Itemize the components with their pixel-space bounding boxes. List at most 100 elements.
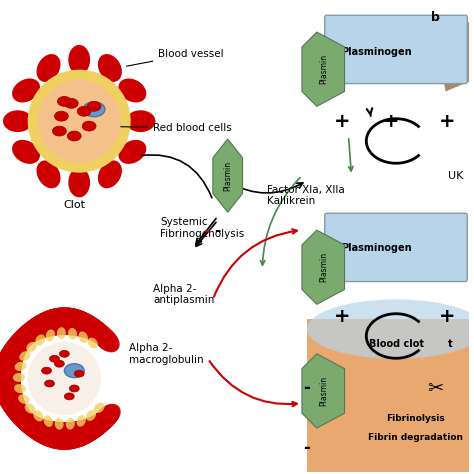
Ellipse shape — [46, 308, 67, 336]
Ellipse shape — [56, 307, 76, 335]
Ellipse shape — [82, 415, 104, 441]
Ellipse shape — [55, 418, 64, 430]
Ellipse shape — [0, 351, 23, 372]
Ellipse shape — [19, 351, 30, 361]
Ellipse shape — [68, 168, 90, 197]
Ellipse shape — [82, 121, 96, 131]
Ellipse shape — [44, 309, 64, 336]
Ellipse shape — [96, 404, 121, 427]
Ellipse shape — [70, 420, 91, 447]
Ellipse shape — [0, 389, 25, 410]
Ellipse shape — [50, 422, 69, 450]
Ellipse shape — [10, 406, 35, 429]
Polygon shape — [302, 354, 345, 428]
FancyArrowPatch shape — [348, 139, 353, 171]
Ellipse shape — [17, 411, 40, 436]
Ellipse shape — [18, 320, 41, 346]
Ellipse shape — [0, 392, 26, 413]
FancyArrowPatch shape — [210, 361, 297, 406]
Ellipse shape — [57, 327, 66, 339]
Ellipse shape — [0, 394, 27, 416]
Ellipse shape — [3, 110, 33, 132]
Ellipse shape — [10, 328, 35, 351]
Ellipse shape — [36, 160, 61, 188]
Ellipse shape — [0, 349, 24, 370]
Ellipse shape — [80, 416, 102, 443]
FancyArrowPatch shape — [260, 178, 300, 265]
Ellipse shape — [88, 320, 111, 346]
Ellipse shape — [25, 316, 46, 342]
Ellipse shape — [35, 334, 45, 346]
Ellipse shape — [31, 418, 52, 445]
Ellipse shape — [0, 372, 21, 392]
Ellipse shape — [64, 308, 83, 336]
Ellipse shape — [55, 422, 75, 450]
Ellipse shape — [69, 310, 89, 337]
Ellipse shape — [94, 328, 118, 351]
Ellipse shape — [12, 79, 40, 102]
Ellipse shape — [0, 358, 22, 378]
Ellipse shape — [79, 417, 100, 443]
Ellipse shape — [2, 396, 27, 419]
Ellipse shape — [25, 403, 36, 414]
Ellipse shape — [28, 417, 50, 443]
Ellipse shape — [26, 342, 37, 352]
Ellipse shape — [82, 316, 104, 342]
Text: +: + — [439, 112, 456, 131]
Ellipse shape — [11, 327, 36, 350]
Ellipse shape — [81, 416, 103, 442]
Ellipse shape — [26, 416, 48, 442]
Ellipse shape — [89, 321, 112, 346]
Ellipse shape — [0, 379, 22, 399]
Ellipse shape — [92, 408, 117, 432]
Polygon shape — [213, 139, 243, 212]
Ellipse shape — [53, 307, 72, 335]
Text: Fibrinolysis: Fibrinolysis — [386, 414, 445, 423]
Ellipse shape — [78, 418, 99, 444]
Ellipse shape — [23, 317, 46, 343]
Ellipse shape — [48, 422, 68, 449]
Ellipse shape — [13, 324, 37, 349]
Ellipse shape — [15, 410, 38, 434]
Ellipse shape — [94, 406, 118, 429]
Ellipse shape — [78, 313, 99, 340]
Ellipse shape — [44, 421, 64, 449]
Ellipse shape — [68, 45, 90, 74]
Ellipse shape — [75, 312, 96, 338]
Ellipse shape — [86, 410, 96, 421]
Ellipse shape — [0, 343, 26, 364]
Text: -: - — [203, 223, 209, 237]
Ellipse shape — [74, 370, 84, 377]
Ellipse shape — [33, 410, 43, 421]
Text: Red blood cells: Red blood cells — [92, 123, 232, 133]
Ellipse shape — [83, 415, 106, 440]
Ellipse shape — [53, 126, 66, 136]
Text: Fibrin degradation: Fibrin degradation — [368, 433, 463, 442]
Ellipse shape — [95, 329, 120, 352]
Ellipse shape — [88, 337, 98, 348]
Ellipse shape — [0, 393, 26, 415]
Ellipse shape — [65, 421, 85, 449]
Text: Blood clot: Blood clot — [368, 339, 423, 349]
Ellipse shape — [51, 422, 71, 450]
Ellipse shape — [118, 140, 146, 164]
Ellipse shape — [19, 319, 42, 345]
Text: +: + — [383, 112, 399, 131]
Text: -: - — [303, 380, 310, 398]
Circle shape — [37, 80, 121, 163]
Ellipse shape — [92, 326, 117, 350]
Circle shape — [27, 70, 131, 173]
Polygon shape — [307, 319, 469, 472]
Ellipse shape — [45, 380, 55, 387]
Ellipse shape — [50, 308, 69, 335]
Ellipse shape — [87, 412, 109, 438]
Ellipse shape — [8, 404, 33, 427]
Ellipse shape — [0, 375, 21, 395]
Ellipse shape — [4, 335, 30, 357]
Ellipse shape — [16, 322, 39, 347]
Ellipse shape — [55, 360, 64, 367]
Ellipse shape — [0, 359, 21, 380]
Ellipse shape — [0, 383, 22, 403]
Ellipse shape — [0, 374, 21, 393]
Ellipse shape — [7, 403, 32, 426]
